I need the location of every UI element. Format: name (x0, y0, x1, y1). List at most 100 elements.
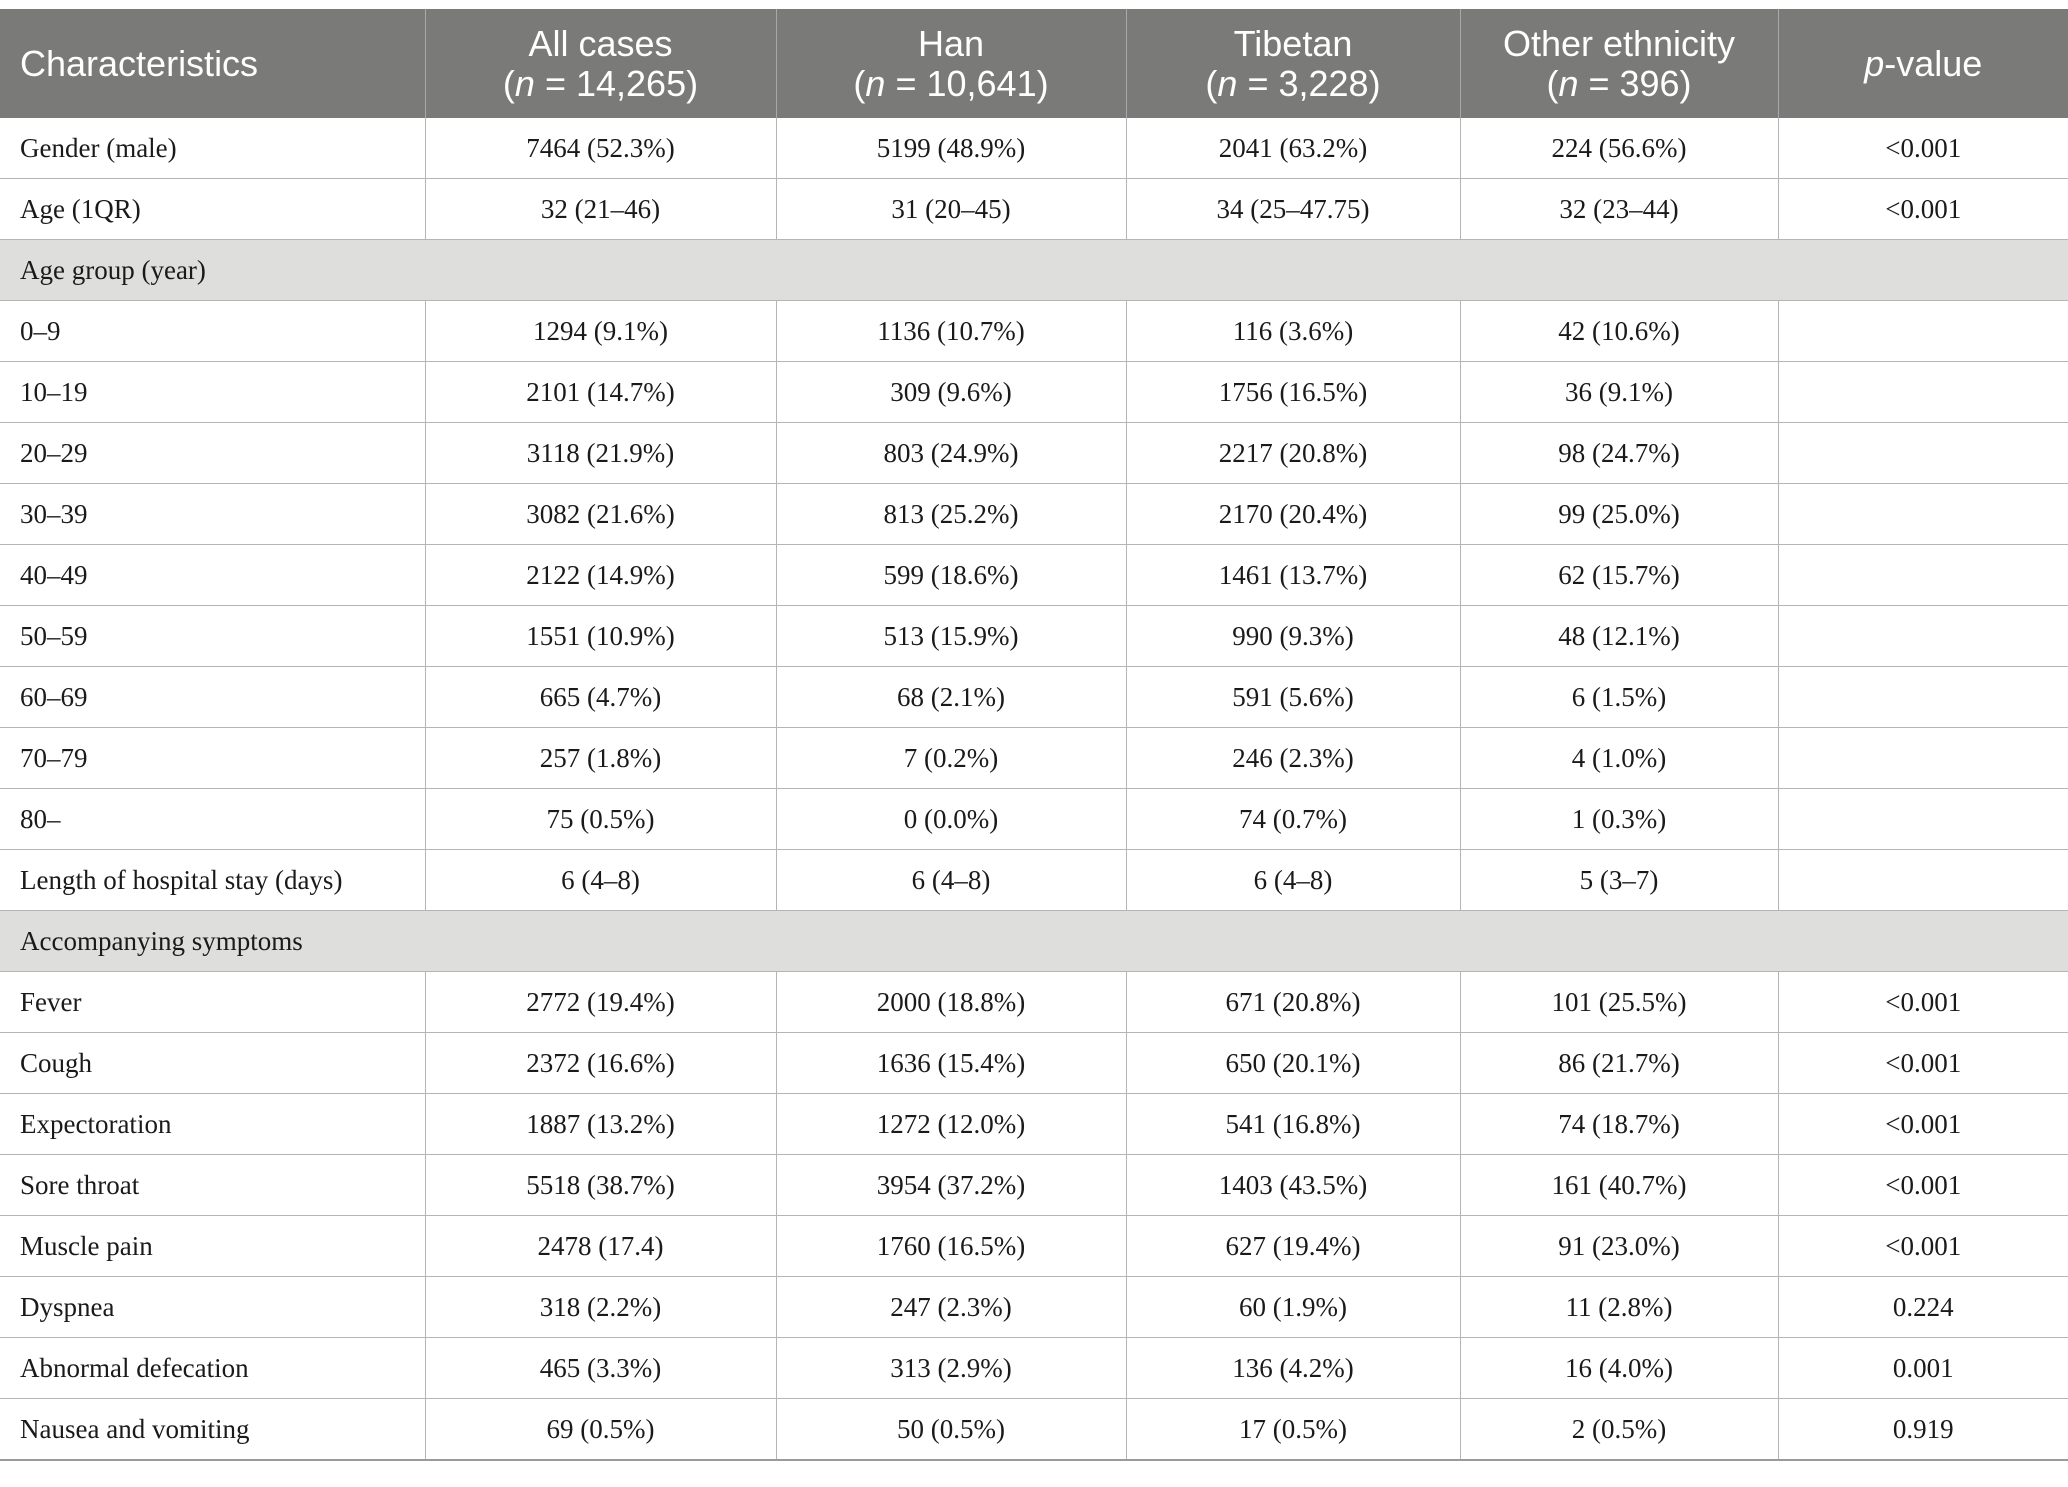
cell-p-value: 0.001 (1777, 1337, 2068, 1399)
cell-p-value: <0.001 (1777, 1154, 2068, 1216)
table-row: Cough 2372 (16.6%) 1636 (15.4%) 650 (20.1%)… (0, 1032, 2068, 1094)
header-p-suffix: -value (1884, 42, 1983, 84)
header-p-italic: p (1864, 42, 1885, 84)
table-row: Fever 2772 (19.4%) 2000 (18.8%) 671 (20.8%)… (0, 971, 2068, 1033)
header-han: Han (n = 10,641) (775, 9, 1126, 118)
cell-tibetan: 1756 (16.5%) (1125, 361, 1460, 423)
cell-characteristic: Length of hospital stay (days) (0, 849, 425, 911)
cell-other-ethnicity: 101 (25.5%) (1459, 971, 1778, 1033)
cell-tibetan: 671 (20.8%) (1125, 971, 1460, 1033)
cell-tibetan: 591 (5.6%) (1125, 666, 1460, 728)
cell-tibetan: 2170 (20.4%) (1125, 483, 1460, 545)
header-other-ethnicity: Other ethnicity (n = 396) (1459, 9, 1778, 118)
cell-other-ethnicity: 36 (9.1%) (1459, 361, 1778, 423)
cell-p-value: 0.919 (1777, 1398, 2068, 1461)
table-row: 10–19 2101 (14.7%) 309 (9.6%) 1756 (16.5%) 3… (0, 361, 2068, 423)
cell-p-value: <0.001 (1777, 1215, 2068, 1277)
cell-other-ethnicity: 5 (3–7) (1459, 849, 1778, 911)
cell-all-cases: 5518 (38.7%) (424, 1154, 776, 1216)
cell-all-cases: 2101 (14.7%) (424, 361, 776, 423)
cell-all-cases: 3082 (21.6%) (424, 483, 776, 545)
table-row: 40–49 2122 (14.9%) 599 (18.6%) 1461 (13.7%)… (0, 544, 2068, 606)
cell-characteristic: 60–69 (0, 666, 425, 728)
cell-han: 3954 (37.2%) (775, 1154, 1126, 1216)
cell-characteristic: 80– (0, 788, 425, 850)
header-characteristics: Characteristics (0, 9, 425, 118)
cell-han: 0 (0.0%) (775, 788, 1126, 850)
header-tibetan-label: Tibetan (1233, 22, 1353, 64)
cell-other-ethnicity: 1 (0.3%) (1459, 788, 1778, 850)
cell-p-value (1777, 483, 2068, 545)
table-row: Nausea and vomiting 69 (0.5%) 50 (0.5%) 17 … (0, 1398, 2068, 1461)
table-row: Age (1QR) 32 (21–46) 31 (20–45) 34 (25–47.7… (0, 178, 2068, 240)
cell-characteristic: 50–59 (0, 605, 425, 667)
cell-tibetan: 116 (3.6%) (1125, 300, 1460, 362)
header-tibetan-n: (n = 3,228) (1205, 62, 1381, 104)
cell-han: 309 (9.6%) (775, 361, 1126, 423)
cell-han: 1636 (15.4%) (775, 1032, 1126, 1094)
cell-tibetan: 60 (1.9%) (1125, 1276, 1460, 1338)
cell-other-ethnicity: 224 (56.6%) (1459, 118, 1778, 179)
cell-han: 1272 (12.0%) (775, 1093, 1126, 1155)
cell-p-value (1777, 788, 2068, 850)
cell-han: 68 (2.1%) (775, 666, 1126, 728)
table-row: 30–39 3082 (21.6%) 813 (25.2%) 2170 (20.4%)… (0, 483, 2068, 545)
cell-other-ethnicity: 91 (23.0%) (1459, 1215, 1778, 1277)
cell-han: 1136 (10.7%) (775, 300, 1126, 362)
cell-all-cases: 1294 (9.1%) (424, 300, 776, 362)
cell-p-value (1777, 727, 2068, 789)
cell-characteristic: 20–29 (0, 422, 425, 484)
cell-han: 7 (0.2%) (775, 727, 1126, 789)
group-header-row: Age group (year) (0, 239, 2068, 301)
cell-characteristic: Sore throat (0, 1154, 425, 1216)
cell-p-value: <0.001 (1777, 118, 2068, 179)
cell-other-ethnicity: 48 (12.1%) (1459, 605, 1778, 667)
cell-characteristic: 0–9 (0, 300, 425, 362)
cell-p-value (1777, 605, 2068, 667)
cell-all-cases: 32 (21–46) (424, 178, 776, 240)
cell-characteristic: 70–79 (0, 727, 425, 789)
cell-characteristic: Cough (0, 1032, 425, 1094)
cell-other-ethnicity: 98 (24.7%) (1459, 422, 1778, 484)
group-header-cell: Age group (year) (0, 239, 2068, 301)
header-characteristics-label: Characteristics (20, 42, 259, 84)
cell-tibetan: 2217 (20.8%) (1125, 422, 1460, 484)
cell-other-ethnicity: 62 (15.7%) (1459, 544, 1778, 606)
cell-tibetan: 246 (2.3%) (1125, 727, 1460, 789)
cell-p-value (1777, 422, 2068, 484)
table-row: Dyspnea 318 (2.2%) 247 (2.3%) 60 (1.9%) 11 (… (0, 1276, 2068, 1338)
cell-han: 50 (0.5%) (775, 1398, 1126, 1461)
cell-characteristic: Fever (0, 971, 425, 1033)
cell-all-cases: 75 (0.5%) (424, 788, 776, 850)
cell-p-value (1777, 544, 2068, 606)
cell-characteristic: Nausea and vomiting (0, 1398, 425, 1461)
table-row: Abnormal defecation 465 (3.3%) 313 (2.9%) 1… (0, 1337, 2068, 1399)
cell-tibetan: 990 (9.3%) (1125, 605, 1460, 667)
cell-p-value (1777, 666, 2068, 728)
table-row: 70–79 257 (1.8%) 7 (0.2%) 246 (2.3%) 4 (1.0%… (0, 727, 2068, 789)
header-han-label: Han (917, 22, 985, 64)
header-all-cases-label: All cases (528, 22, 673, 64)
header-row: Characteristics All cases (n = 14,265) H… (0, 9, 2068, 118)
cell-han: 247 (2.3%) (775, 1276, 1126, 1338)
table-row: Sore throat 5518 (38.7%) 3954 (37.2%) 1403 … (0, 1154, 2068, 1216)
cell-han: 2000 (18.8%) (775, 971, 1126, 1033)
cell-tibetan: 650 (20.1%) (1125, 1032, 1460, 1094)
cell-p-value (1777, 849, 2068, 911)
cell-tibetan: 1461 (13.7%) (1125, 544, 1460, 606)
cell-p-value: <0.001 (1777, 178, 2068, 240)
cell-han: 513 (15.9%) (775, 605, 1126, 667)
table-row: 20–29 3118 (21.9%) 803 (24.9%) 2217 (20.8%)… (0, 422, 2068, 484)
characteristics-table: Characteristics All cases (n = 14,265) H… (0, 9, 2068, 1461)
header-p-value: p-value (1777, 9, 2068, 118)
cell-han: 6 (4–8) (775, 849, 1126, 911)
table-header: Characteristics All cases (n = 14,265) H… (0, 9, 2068, 118)
cell-tibetan: 17 (0.5%) (1125, 1398, 1460, 1461)
cell-tibetan: 6 (4–8) (1125, 849, 1460, 911)
cell-characteristic: 30–39 (0, 483, 425, 545)
cell-other-ethnicity: 42 (10.6%) (1459, 300, 1778, 362)
cell-han: 599 (18.6%) (775, 544, 1126, 606)
table-row: Length of hospital stay (days) 6 (4–8) 6 (… (0, 849, 2068, 911)
cell-characteristic: Expectoration (0, 1093, 425, 1155)
header-han-n: (n = 10,641) (853, 62, 1049, 104)
